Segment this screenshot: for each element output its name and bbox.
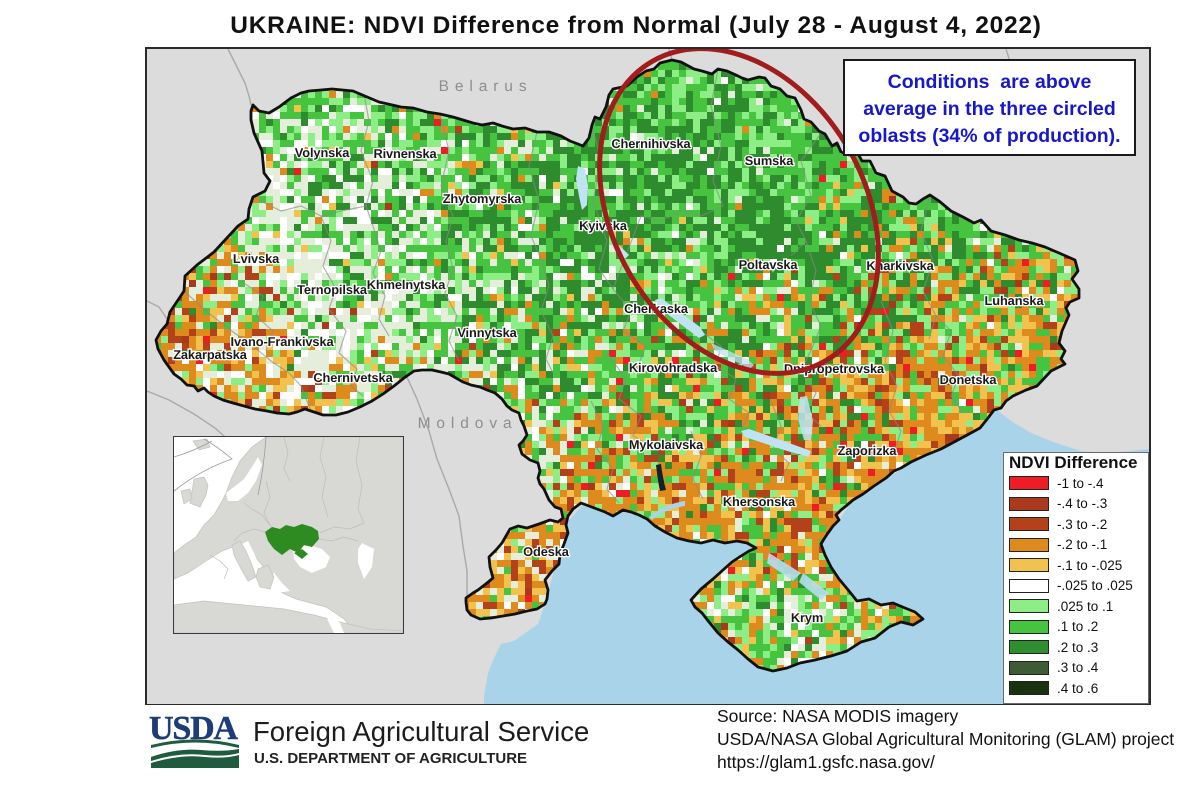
svg-text:Mykolaivska: Mykolaivska bbox=[629, 437, 704, 452]
svg-text:Khmelnytska: Khmelnytska bbox=[367, 277, 447, 292]
svg-text:Chernihivska: Chernihivska bbox=[611, 136, 691, 151]
svg-text:USDA: USDA bbox=[149, 713, 238, 747]
svg-text:M o l d o v a: M o l d o v a bbox=[418, 415, 513, 432]
svg-text:Kyivska: Kyivska bbox=[579, 218, 628, 233]
svg-text:Kirovohradska: Kirovohradska bbox=[629, 360, 718, 375]
svg-text:Ivano-Frankivska: Ivano-Frankivska bbox=[231, 334, 335, 349]
svg-text:Chernivetska: Chernivetska bbox=[313, 370, 393, 385]
svg-text:Rivnenska: Rivnenska bbox=[373, 146, 437, 161]
svg-text:Donetska: Donetska bbox=[940, 372, 998, 387]
svg-text:Zaporizka: Zaporizka bbox=[838, 443, 898, 458]
svg-text:B e l a r u s: B e l a r u s bbox=[439, 78, 528, 95]
svg-text:Kharkivska: Kharkivska bbox=[866, 258, 934, 273]
svg-text:Vinnytska: Vinnytska bbox=[457, 325, 517, 340]
svg-text:Khersonska: Khersonska bbox=[723, 494, 796, 509]
svg-text:Sumska: Sumska bbox=[745, 153, 794, 168]
svg-text:Krym: Krym bbox=[791, 610, 823, 625]
svg-text:Dnipropetrovska: Dnipropetrovska bbox=[784, 361, 885, 376]
svg-text:Poltavska: Poltavska bbox=[739, 257, 799, 272]
svg-text:Zhytomyrska: Zhytomyrska bbox=[443, 191, 523, 206]
svg-text:Ternopilska: Ternopilska bbox=[297, 282, 368, 297]
svg-text:Lvivska: Lvivska bbox=[233, 251, 280, 266]
svg-text:Luhanska: Luhanska bbox=[985, 293, 1045, 308]
svg-text:Volynska: Volynska bbox=[295, 145, 350, 160]
svg-text:Zakarpatska: Zakarpatska bbox=[173, 347, 248, 362]
svg-text:Odeska: Odeska bbox=[523, 544, 570, 559]
